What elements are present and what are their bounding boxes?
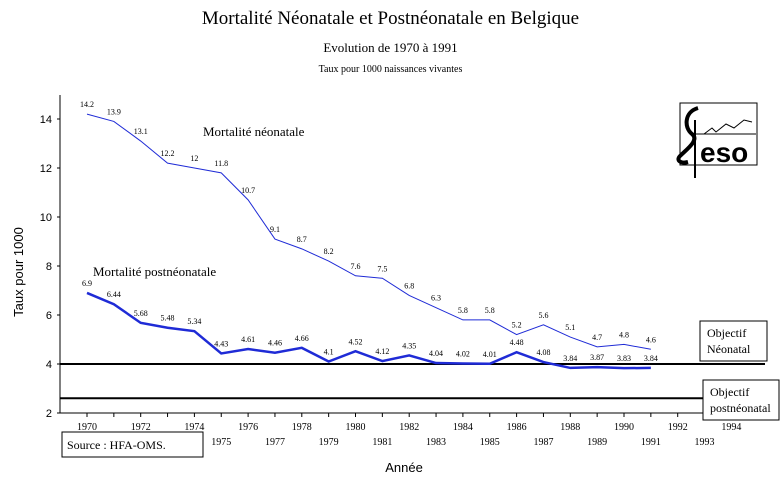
x-tick-label: 1981 [372,437,392,448]
x-tick-label: 1989 [587,437,607,448]
objective-neonatal-line2: Néonatal [707,342,751,356]
data-label-postneonatal: 4.1 [324,348,334,357]
data-label-neonatal: 7.5 [377,264,387,273]
data-label-postneonatal: 6.9 [82,279,92,288]
x-ticks: 1970197119721973197419751976197719781979… [77,413,741,448]
series-label-neonatal: Mortalité néonatale [203,124,305,139]
x-tick-label: 1988 [560,422,580,433]
x-tick-label: 1987 [533,437,553,448]
data-label-postneonatal: 4.46 [268,339,282,348]
x-tick-label: 1990 [614,422,634,433]
y-tick-label: 4 [46,359,52,371]
x-tick-label: 1976 [238,422,258,433]
chart-units-note: Taux pour 1000 naissances vivantes [318,64,463,75]
x-tick-label: 1984 [453,422,473,433]
data-label-postneonatal: 4.08 [536,348,550,357]
objective-postneonatal-line2: postnéonatal [710,401,771,415]
y-tick-label: 6 [46,310,52,322]
data-label-neonatal: 9.1 [270,225,280,234]
data-label-postneonatal: 5.34 [187,317,201,326]
y-tick-label: 10 [40,212,52,224]
data-label-neonatal: 13.9 [107,107,121,116]
data-label-postneonatal: 4.02 [456,350,470,359]
y-tick-label: 2 [46,408,52,420]
y-ticks: 2 4 6 8 10 12 14 [40,114,60,420]
data-label-postneonatal: 6.44 [107,290,121,299]
data-label-postneonatal: 4.43 [214,339,228,348]
data-label-neonatal: 5.2 [512,321,522,330]
x-tick-label: 1979 [319,437,339,448]
data-label-postneonatal: 3.84 [563,354,577,363]
data-label-neonatal: 12 [190,154,198,163]
data-label-postneonatal: 4.35 [402,341,416,350]
data-label-neonatal: 5.8 [485,306,495,315]
objective-postneonatal-line1: Objectif [710,385,749,399]
data-label-postneonatal: 4.61 [241,335,255,344]
x-axis-title: Année [385,460,423,475]
objective-neonatal-box [699,320,768,362]
series-label-postneonatal: Mortalité postnéonatale [93,264,216,279]
source-note: Source : HFA-OMS. [67,438,166,452]
data-label-postneonatal: 4.66 [295,334,309,343]
data-label-postneonatal: 4.52 [349,337,363,346]
data-label-neonatal: 4.6 [646,335,656,344]
data-label-neonatal: 5.8 [458,306,468,315]
series-postneonatal-line [86,291,651,370]
data-label-postneonatal: 3.87 [590,353,604,362]
data-label-neonatal: 5.6 [538,311,548,320]
x-tick-label: 1977 [265,437,285,448]
data-label-neonatal: 12.2 [161,149,175,158]
data-label-neonatal: 10.7 [241,186,255,195]
data-label-neonatal: 11.8 [214,159,228,168]
series-lines [86,113,651,370]
x-tick-label: 1994 [721,422,741,433]
x-tick-label: 1991 [641,437,661,448]
data-label-postneonatal: 4.48 [510,338,524,347]
x-tick-label: 1983 [426,437,446,448]
x-tick-label: 1970 [77,422,97,433]
data-label-neonatal: 6.8 [404,281,414,290]
x-tick-label: 1978 [292,422,312,433]
x-tick-label: 1982 [399,422,419,433]
data-label-postneonatal: 4.01 [483,350,497,359]
objective-lines [60,363,765,400]
data-label-neonatal: 5.1 [565,323,575,332]
data-label-postneonatal: 3.83 [617,354,631,363]
data-label-postneonatal: 5.48 [161,314,175,323]
data-label-neonatal: 6.3 [431,294,441,303]
eso-logo: eso [676,102,758,178]
x-tick-label: 1993 [695,437,715,448]
data-label-neonatal: 4.7 [592,333,602,342]
data-label-neonatal: 4.8 [619,330,629,339]
data-label-neonatal: 7.6 [351,262,361,271]
x-tick-label: 1986 [507,422,527,433]
x-tick-label: 1975 [211,437,231,448]
data-label-postneonatal: 4.04 [429,349,443,358]
chart-title: Mortalité Néonatale et Postnéonatale en … [201,8,580,29]
x-tick-label: 1974 [184,422,204,433]
data-labels: 14.2 13.9 13.1 12.2 12 11.8 10.7 9.1 8.7 8.2 7.6 7.… [80,100,658,363]
logo-text: eso [700,137,748,168]
chart-subtitle: Evolution de 1970 à 1991 [323,40,458,55]
source-box [61,431,204,458]
series-neonatal-line [86,113,651,350]
y-tick-label: 12 [40,163,52,175]
x-tick-label: 1972 [131,422,151,433]
data-label-neonatal: 8.2 [324,247,334,256]
y-axis-title: Taux pour 1000 [11,227,26,317]
data-label-postneonatal: 4.12 [375,347,389,356]
data-label-neonatal: 14.2 [80,100,94,109]
y-tick-label: 8 [46,261,52,273]
x-tick-label: 1992 [668,422,688,433]
y-tick-label: 14 [40,114,52,126]
objective-postneonatal-box [702,379,780,421]
x-tick-label: 1980 [346,422,366,433]
data-label-postneonatal: 5.68 [134,309,148,318]
objective-neonatal-line1: Objectif [707,326,746,340]
data-label-neonatal: 13.1 [134,127,148,136]
data-label-neonatal: 8.7 [297,235,307,244]
x-tick-label: 1985 [480,437,500,448]
data-label-postneonatal: 3.84 [644,354,658,363]
